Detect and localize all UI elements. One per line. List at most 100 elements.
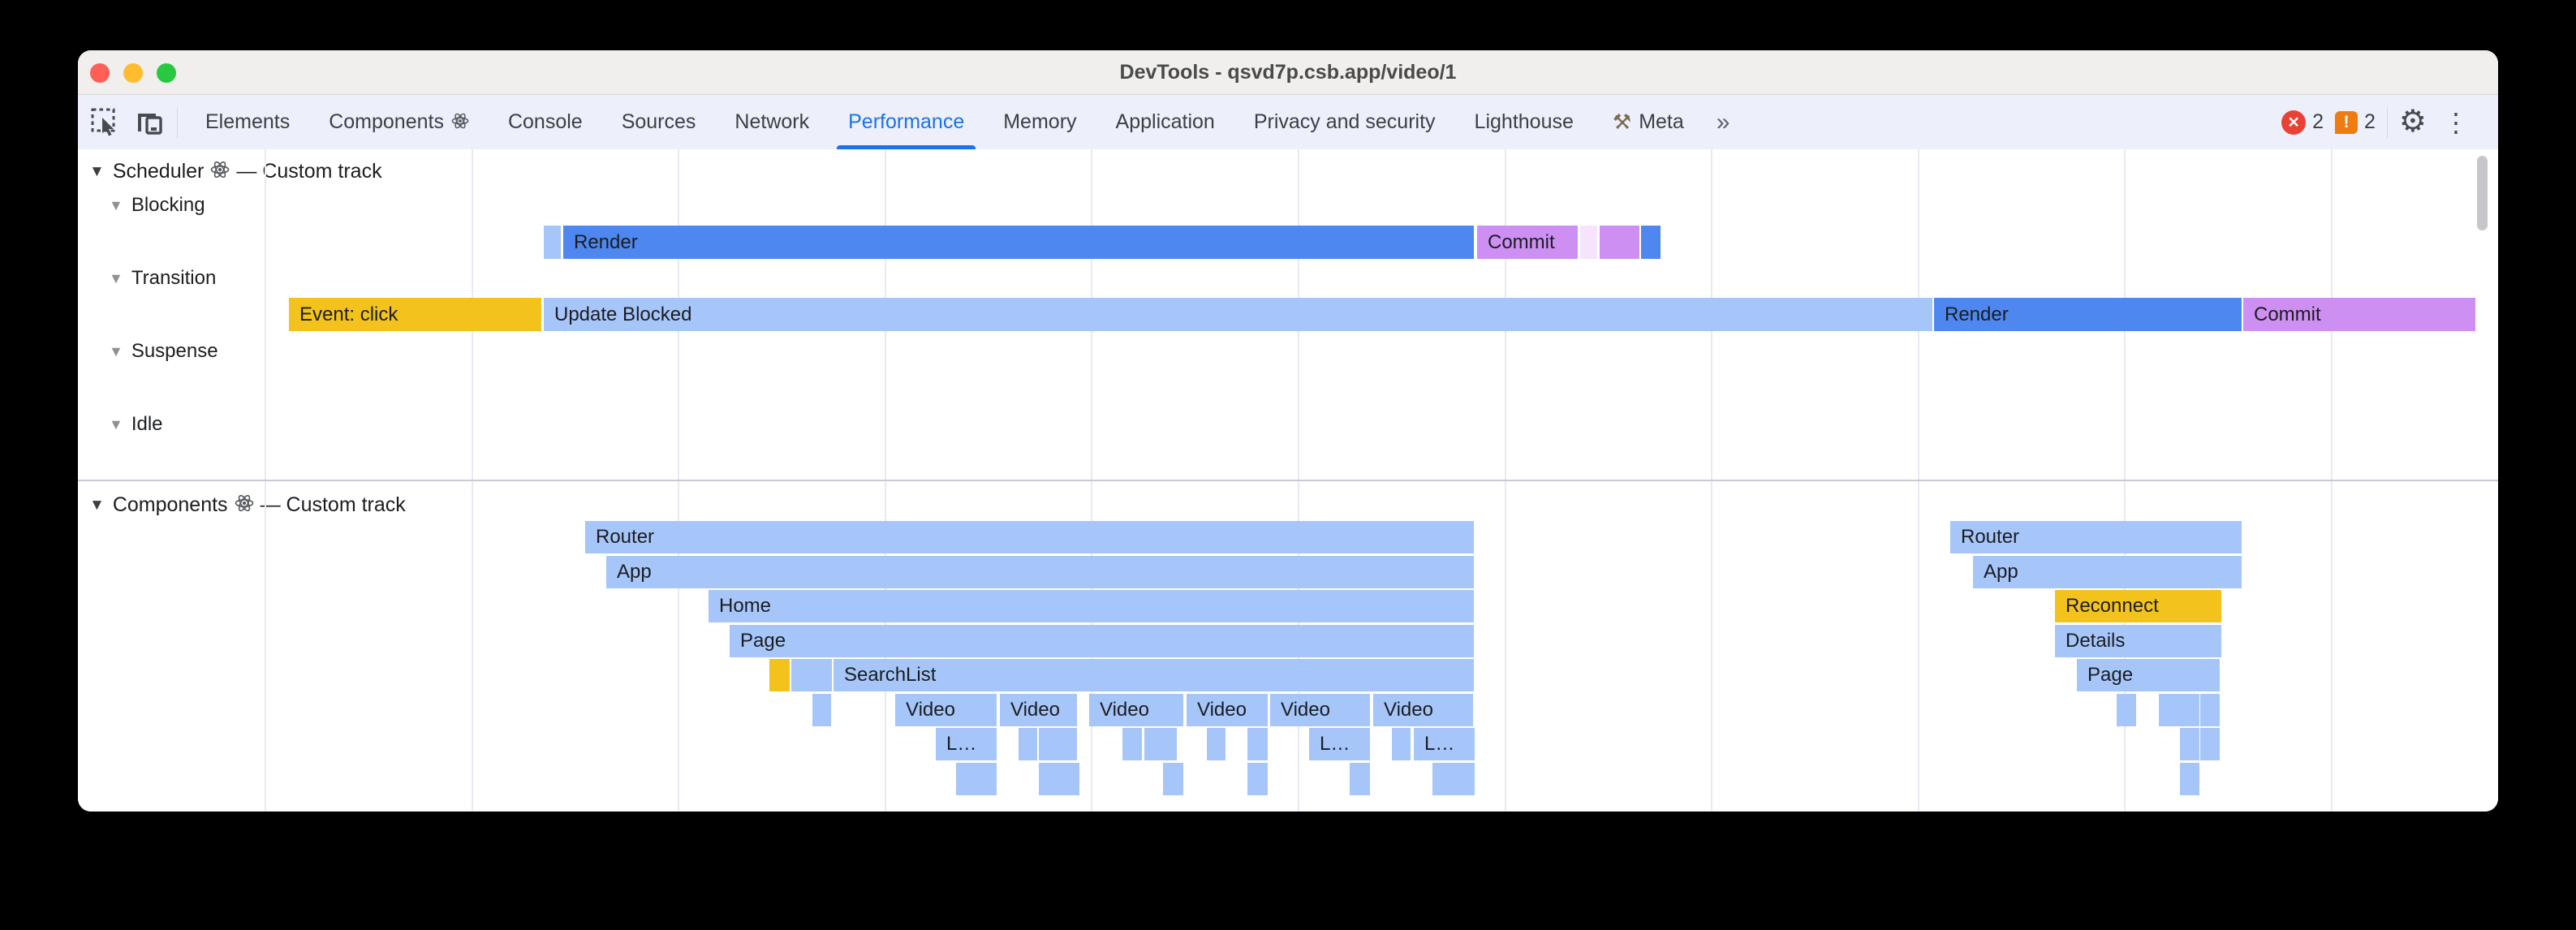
tab-memory[interactable]: Memory — [984, 95, 1096, 149]
components-entry[interactable] — [1247, 763, 1268, 795]
components-entry[interactable] — [2159, 694, 2199, 726]
tab-application[interactable]: Application — [1096, 95, 1234, 149]
scheduler-track-header[interactable]: ▼ Scheduler — Custom track — [89, 158, 382, 185]
scheduler-entry-update-blocked[interactable]: Update Blocked — [544, 298, 1932, 331]
scheduler-entry-event-click[interactable]: Event: click — [289, 298, 541, 331]
lane-label-blocking[interactable]: ▼ Blocking — [109, 194, 205, 217]
components-entry[interactable] — [1247, 728, 1268, 760]
components-entry-router[interactable]: Router — [1950, 521, 2242, 553]
components-entry-app[interactable]: App — [606, 556, 1474, 588]
tab-components[interactable]: Components — [309, 95, 489, 149]
components-entry-l-[interactable]: L… — [936, 728, 997, 760]
scheduler-entry-commit[interactable]: Commit — [2243, 298, 2475, 331]
components-entry-router[interactable]: Router — [585, 521, 1474, 553]
tab-privacy-and-security[interactable]: Privacy and security — [1234, 95, 1455, 149]
scheduler-entry[interactable] — [1580, 226, 1597, 259]
components-entry-l-[interactable]: L… — [1414, 728, 1475, 760]
components-entry-page[interactable]: Page — [2077, 659, 2220, 691]
scheduler-entry[interactable] — [544, 226, 561, 259]
components-entry[interactable] — [956, 763, 997, 795]
scheduler-entry[interactable] — [1641, 226, 1661, 259]
collapse-triangle-icon[interactable]: ▼ — [109, 269, 123, 286]
components-entry-video[interactable]: Video — [1373, 694, 1473, 726]
components-entry[interactable] — [2200, 694, 2220, 726]
track-section-divider — [78, 480, 2498, 481]
components-entry[interactable] — [1019, 728, 1037, 760]
tab-label: Lighthouse — [1474, 110, 1574, 133]
console-warnings-badge[interactable]: ! 2 — [2335, 110, 2376, 134]
components-entry[interactable] — [2117, 694, 2136, 726]
window-title: DevTools - qsvd7p.csb.app/video/1 — [1119, 61, 1457, 84]
lane-label-idle[interactable]: ▼ Idle — [109, 413, 163, 436]
toolbar-divider — [2386, 106, 2388, 138]
console-errors-badge[interactable]: × 2 — [2281, 110, 2324, 135]
components-entry-video[interactable]: Video — [1000, 694, 1077, 726]
components-entry[interactable] — [1039, 763, 1079, 795]
components-entry[interactable] — [1144, 728, 1177, 760]
components-entry-app[interactable]: App — [1973, 556, 2242, 588]
collapse-triangle-icon[interactable]: ▼ — [109, 342, 123, 360]
react-atom-icon — [451, 112, 469, 136]
lane-label-transition[interactable]: ▼ Transition — [109, 267, 216, 290]
components-track-suffix: — Custom track — [260, 493, 406, 516]
components-entry[interactable] — [812, 694, 831, 726]
components-entry[interactable] — [2200, 728, 2220, 760]
lane-label-text: Suspense — [131, 340, 218, 362]
vertical-scrollbar-thumb[interactable] — [2477, 156, 2488, 230]
components-entry[interactable] — [791, 659, 832, 691]
components-entry-video[interactable]: Video — [1270, 694, 1370, 726]
components-entry-reconnect[interactable]: Reconnect — [2055, 590, 2221, 622]
components-entry[interactable] — [1392, 728, 1411, 760]
components-entry[interactable] — [1350, 763, 1370, 795]
components-entry[interactable] — [1207, 728, 1226, 760]
components-entry[interactable] — [2180, 728, 2199, 760]
scheduler-entry-commit[interactable]: Commit — [1477, 226, 1578, 259]
error-icon: × — [2281, 110, 2307, 135]
components-entry-video[interactable]: Video — [1089, 694, 1183, 726]
devtools-toolbar: Elements Components Console Sources Network P… — [78, 95, 2498, 150]
collapse-triangle-icon[interactable]: ▼ — [109, 196, 123, 213]
components-entry-video[interactable]: Video — [1187, 694, 1268, 726]
react-atom-icon — [210, 160, 230, 185]
tab-elements[interactable]: Elements — [186, 95, 309, 149]
components-entry[interactable] — [1163, 763, 1183, 795]
components-entry-page[interactable]: Page — [730, 625, 1474, 657]
tab-lighthouse[interactable]: Lighthouse — [1455, 95, 1593, 149]
collapse-triangle-icon[interactable]: ▼ — [89, 162, 105, 180]
scheduler-entry-render[interactable]: Render — [563, 226, 1474, 259]
lane-label-text: Idle — [131, 413, 163, 435]
close-window-button[interactable] — [90, 63, 110, 83]
collapse-triangle-icon[interactable]: ▼ — [89, 496, 105, 514]
components-entry[interactable] — [2180, 763, 2199, 795]
components-entry-video[interactable]: Video — [895, 694, 997, 726]
components-entry-searchlist[interactable]: SearchList — [834, 659, 1474, 691]
scheduler-entry[interactable] — [1600, 226, 1639, 259]
components-entry[interactable] — [1432, 763, 1475, 795]
tab-network[interactable]: Network — [715, 95, 829, 149]
zoom-window-button[interactable] — [157, 63, 176, 83]
components-entry[interactable] — [1039, 728, 1077, 760]
lane-label-suspense[interactable]: ▼ Suspense — [109, 340, 218, 363]
scheduler-entry-render[interactable]: Render — [1934, 298, 2242, 331]
tab-console[interactable]: Console — [489, 95, 602, 149]
tab-label: Meta — [1639, 110, 1684, 133]
toggle-device-toolbar-icon[interactable] — [133, 106, 166, 139]
hammer-wrench-icon: ⚒ — [1612, 110, 1632, 134]
settings-gear-icon[interactable]: ⚙ — [2398, 104, 2427, 139]
components-track-header[interactable]: ▼ Components — Custom track — [89, 492, 406, 519]
inspect-element-icon[interactable] — [89, 106, 122, 139]
tab-label: Application — [1115, 110, 1215, 133]
components-entry-details[interactable]: Details — [2055, 625, 2221, 657]
components-entry[interactable] — [769, 659, 790, 691]
tab-meta[interactable]: ⚒ Meta — [1593, 95, 1704, 149]
tab-sources[interactable]: Sources — [602, 95, 716, 149]
components-entry-home[interactable]: Home — [709, 590, 1474, 622]
components-entry-l-[interactable]: L… — [1309, 728, 1370, 760]
kebab-menu-icon[interactable]: ⋮ — [2443, 107, 2469, 137]
scheduler-track-suffix: — Custom track — [236, 160, 382, 183]
components-entry[interactable] — [1122, 728, 1142, 760]
collapse-triangle-icon[interactable]: ▼ — [109, 415, 123, 433]
more-tabs-icon[interactable]: » — [1716, 108, 1730, 136]
tab-performance[interactable]: Performance — [829, 95, 984, 149]
minimize-window-button[interactable] — [123, 63, 143, 83]
